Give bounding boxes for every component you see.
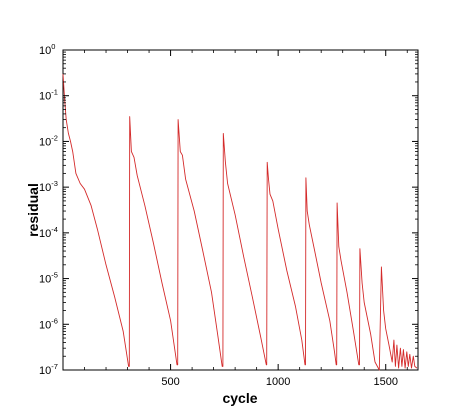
x-axis-title: cycle (222, 390, 257, 406)
y-tick-label: 10-2 (39, 133, 58, 148)
y-tick-label: 100 (39, 42, 55, 57)
y-tick-label: 10-3 (39, 179, 58, 194)
y-axis-title: residual (25, 183, 41, 237)
plot-frame (62, 49, 419, 371)
y-tick-label: 10-7 (39, 362, 58, 377)
x-tick-label: 1500 (373, 376, 397, 388)
y-tick-label: 10-6 (39, 316, 58, 331)
y-tick-label: 10-4 (39, 225, 58, 240)
y-tick-label: 10-5 (39, 271, 58, 286)
x-tick-label: 1000 (266, 376, 290, 388)
x-tick-label: 500 (161, 376, 179, 388)
residual-series-line (62, 73, 418, 371)
y-tick-label: 10-1 (39, 88, 58, 103)
x-axis-ticks: 500 1000 1500 (84, 50, 408, 388)
y-axis-ticks: 100 10-1 10-2 10-3 10-4 10-5 10-6 10-7 (39, 42, 418, 377)
plot-area (62, 49, 419, 371)
